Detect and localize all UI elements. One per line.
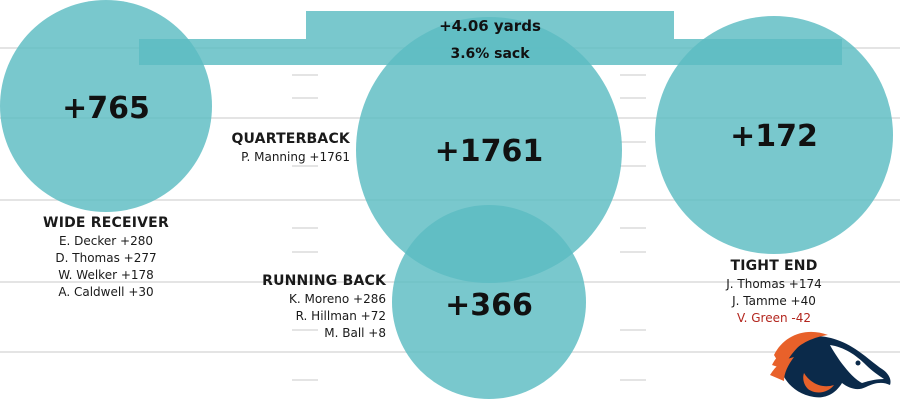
- running-back-heading: RUNNING BACK: [262, 273, 386, 289]
- player-line: R. Hillman +72: [295, 309, 386, 323]
- tight-end-heading: TIGHT END: [730, 258, 818, 274]
- hash-marks: [292, 74, 646, 381]
- broncos-logo-icon: [770, 331, 891, 398]
- player-line: W. Welker +178: [58, 268, 154, 282]
- quarterback-bubble: [356, 17, 622, 283]
- wide-receiver-label: WIDE RECEIVER E. Decker +280 D. Thomas +…: [20, 214, 192, 301]
- player-line: E. Decker +280: [58, 234, 154, 248]
- tight-end-value: +172: [730, 119, 818, 154]
- tight-end-label: TIGHT END J. Thomas +174 J. Tamme +40 V.…: [694, 257, 854, 327]
- player-line: J. Tamme +40: [732, 294, 816, 308]
- player-line: D. Thomas +277: [55, 251, 157, 265]
- quarterback-label: QUARTERBACK P. Manning +1761: [200, 130, 350, 166]
- quarterback-value: +1761: [435, 134, 544, 169]
- running-back-value: +366: [445, 288, 533, 323]
- player-line: K. Moreno +286: [289, 292, 386, 306]
- yards-text: +4.06 yards: [439, 17, 541, 35]
- player-line: J. Thomas +174: [726, 277, 822, 291]
- player-line: M. Ball +8: [324, 326, 386, 340]
- tight-end-bubble: [655, 16, 893, 254]
- quarterback-heading: QUARTERBACK: [231, 131, 350, 147]
- player-line: P. Manning +1761: [241, 150, 350, 164]
- wide-receiver-value: +765: [62, 91, 150, 126]
- player-line: A. Caldwell +30: [58, 285, 154, 299]
- sack-text: 3.6% sack: [450, 46, 530, 62]
- wide-receiver-heading: WIDE RECEIVER: [43, 215, 169, 231]
- running-back-bubble: [392, 205, 586, 399]
- wide-receiver-bubble: [0, 0, 212, 212]
- running-back-label: RUNNING BACK K. Moreno +286 R. Hillman +…: [236, 272, 386, 342]
- negative-player-line: V. Green -42: [736, 311, 812, 325]
